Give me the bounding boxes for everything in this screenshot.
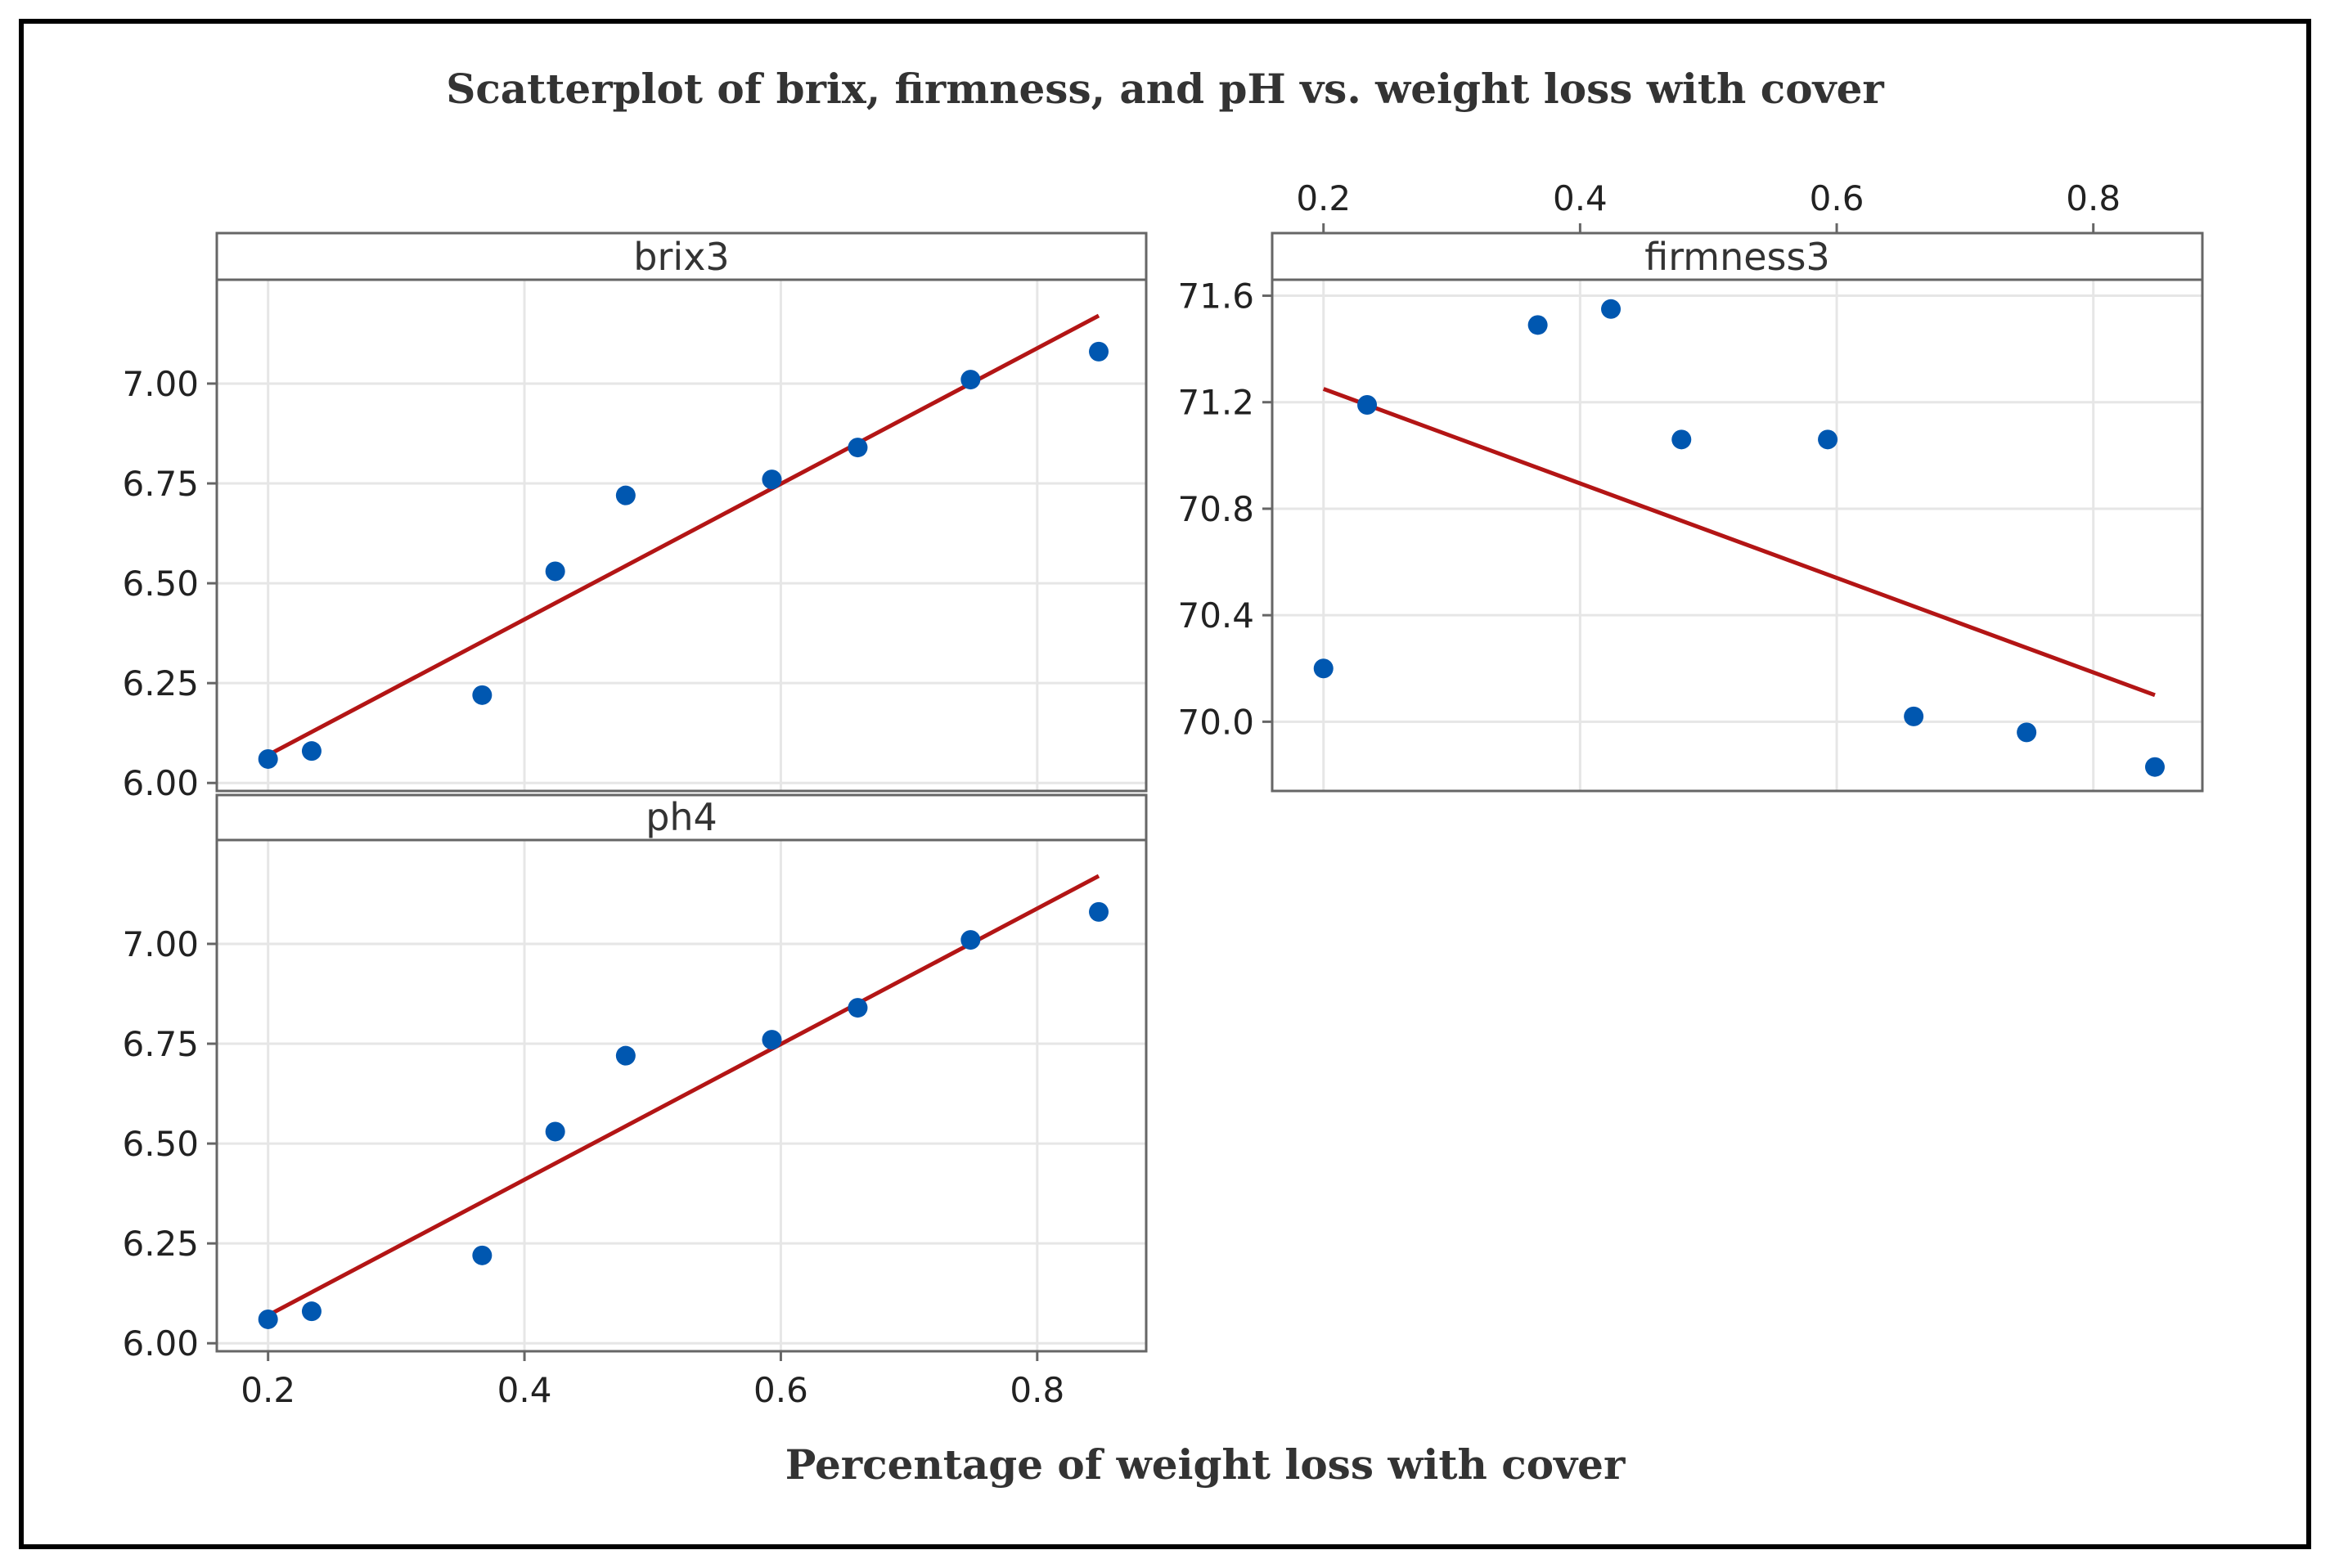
panel-label-brix3: brix3 <box>633 235 729 279</box>
data-point-firmness3 <box>1313 658 1334 679</box>
y-tick-label: 6.25 <box>122 1224 199 1264</box>
panel-brix3: brix3 6.00 6.25 6.50 6.75 7.00 <box>122 231 1148 803</box>
y-tick-label: 6.75 <box>122 464 199 504</box>
data-point-firmness3 <box>2017 722 2037 743</box>
x-tick-label: 0.6 <box>753 1370 808 1410</box>
data-point-brix3 <box>258 748 278 769</box>
y-tick-label: 71.2 <box>1177 383 1254 423</box>
y-tick-label: 70.8 <box>1177 489 1254 529</box>
data-point-brix3 <box>762 470 782 490</box>
y-tick-label: 6.75 <box>122 1024 199 1064</box>
y-tick-label: 70.0 <box>1177 702 1254 742</box>
panel-header-firmness3 <box>1271 231 2204 281</box>
y-tick-label: 6.50 <box>122 564 199 604</box>
x-tick-label-top: 0.4 <box>1553 178 1608 218</box>
data-point-brix3 <box>301 741 322 762</box>
data-point-brix3 <box>1089 341 1109 362</box>
data-point-brix3 <box>545 561 565 582</box>
y-tick-label: 6.00 <box>122 763 199 803</box>
y-tick-label: 6.00 <box>122 1323 199 1364</box>
x-tick-label: 0.8 <box>1010 1370 1064 1410</box>
y-tick-label: 7.00 <box>122 924 199 964</box>
fit-line-ph4 <box>267 874 1100 1318</box>
data-point-ph4 <box>301 1301 322 1322</box>
panel-border-ph4 <box>215 838 1148 1353</box>
panel-firmness3: firmness3 70.0 70.4 70.8 71.2 71.6 0.2 0.4 0.6 0.… <box>1177 178 2204 793</box>
panel-label-firmness3: firmness3 <box>1644 235 1830 279</box>
data-point-ph4 <box>472 1245 493 1265</box>
y-tick-label: 6.25 <box>122 663 199 703</box>
panel-border-firmness3 <box>1271 278 2204 793</box>
data-point-brix3 <box>960 370 981 390</box>
data-point-firmness3 <box>1671 429 1692 450</box>
y-tick-label: 7.00 <box>122 364 199 404</box>
data-point-brix3 <box>472 685 493 705</box>
panel-label-ph4: ph4 <box>645 795 717 839</box>
data-point-ph4 <box>762 1030 782 1050</box>
data-point-firmness3 <box>2144 757 2165 777</box>
panel-ph4: ph4 6.00 6.25 6.50 6.75 7.00 0.2 0.4 0.6 0.8 <box>122 793 1148 1410</box>
y-tick-label: 6.50 <box>122 1124 199 1164</box>
plot-area-firmness3 <box>1272 280 2202 791</box>
data-point-firmness3 <box>1818 429 1838 450</box>
data-point-ph4 <box>615 1045 636 1066</box>
data-point-ph4 <box>545 1121 565 1142</box>
x-tick-label-top: 0.6 <box>1810 178 1864 218</box>
fit-line-brix3 <box>267 313 1100 757</box>
panel-header-ph4 <box>215 793 1148 842</box>
data-point-ph4 <box>258 1309 278 1329</box>
panel-header-brix3 <box>215 231 1148 281</box>
x-axis-label: Percentage of weight loss with cover <box>785 1440 1626 1489</box>
x-tick-label: 0.2 <box>241 1370 295 1410</box>
panels-group: brix3 6.00 6.25 6.50 6.75 7.00 ph4 6.00 6.25 6.50… <box>122 178 2204 1410</box>
data-point-firmness3 <box>1601 299 1622 319</box>
x-tick-label: 0.4 <box>497 1370 552 1410</box>
data-point-ph4 <box>848 998 868 1018</box>
data-point-firmness3 <box>1527 315 1548 335</box>
panel-border-brix3 <box>215 278 1148 793</box>
y-tick-label: 70.4 <box>1177 595 1254 636</box>
y-tick-label: 71.6 <box>1177 276 1254 317</box>
x-tick-label-top: 0.2 <box>1296 178 1351 218</box>
data-point-firmness3 <box>1904 706 1924 726</box>
fit-line-firmness3 <box>1322 387 2156 698</box>
data-point-firmness3 <box>1357 394 1378 415</box>
data-point-ph4 <box>960 930 981 950</box>
chart-title: Scatterplot of brix, firmness, and pH vs… <box>446 65 1884 113</box>
data-point-brix3 <box>615 485 636 505</box>
x-tick-label-top: 0.8 <box>2066 178 2121 218</box>
data-point-brix3 <box>848 438 868 458</box>
data-point-ph4 <box>1089 901 1109 922</box>
